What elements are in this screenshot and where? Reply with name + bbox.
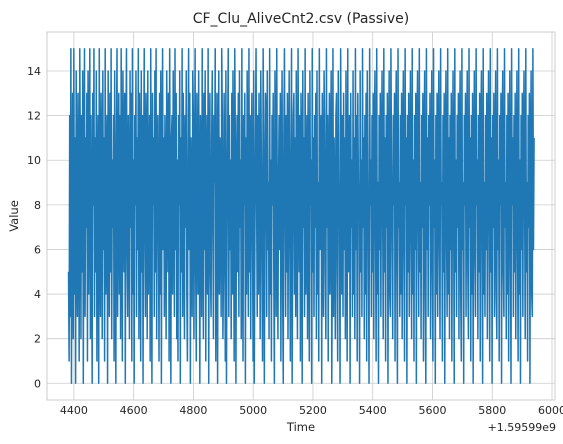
y-axis-label: Value	[7, 200, 21, 232]
y-tick-label: 8	[34, 199, 41, 212]
plot-border	[46, 31, 556, 401]
x-axis-offset-text: +1.59599e9	[488, 421, 556, 434]
x-tick-label: 4600	[120, 404, 148, 417]
y-tick-label: 2	[34, 333, 41, 346]
x-tick-label: 5000	[239, 404, 267, 417]
x-axis-label: Time	[286, 420, 315, 434]
x-tick-label: 5600	[418, 404, 446, 417]
x-tick-label: 6000	[538, 404, 563, 417]
y-tick-labels: 0 2 4 6 8 10 12 14	[27, 65, 41, 390]
series-line	[67, 47, 535, 385]
y-tick-label: 0	[34, 377, 41, 390]
x-tick-label: 5400	[359, 404, 387, 417]
plot-frame	[46, 31, 556, 401]
x-tick-label: 4800	[179, 404, 207, 417]
chart-title: CF_Clu_AliveCnt2.csv (Passive)	[193, 11, 410, 27]
y-tick-label: 10	[27, 154, 41, 167]
y-tick-label: 4	[34, 288, 41, 301]
y-tick-label: 12	[27, 110, 41, 123]
x-tick-label: 5200	[299, 404, 327, 417]
y-tick-label: 6	[34, 243, 41, 256]
x-tick-label: 4400	[60, 404, 88, 417]
x-tick-label: 5800	[478, 404, 506, 417]
x-tick-labels: 4400 4600 4800 5000 5200 5400 5600 5800 6000	[60, 404, 563, 417]
y-tick-label: 14	[27, 65, 41, 78]
